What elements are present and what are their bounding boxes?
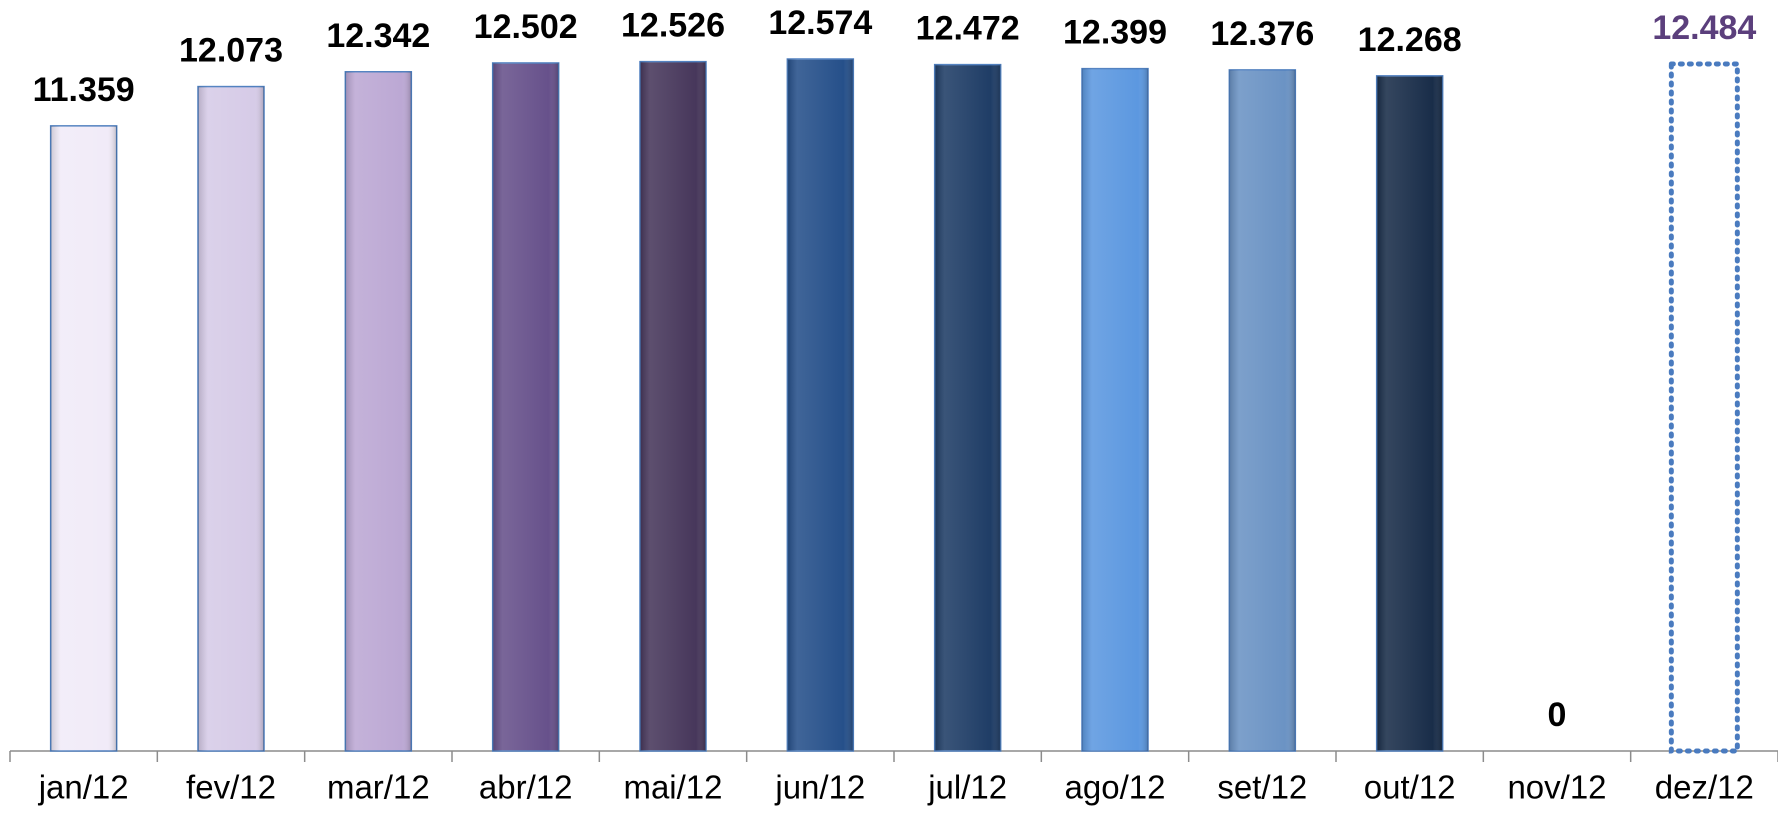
value-label: 12.574 bbox=[768, 4, 872, 42]
bar-shade bbox=[50, 125, 117, 751]
value-label: 12.526 bbox=[621, 7, 725, 45]
bar-shade bbox=[934, 64, 1001, 752]
bar bbox=[1668, 61, 1740, 754]
bar-shade bbox=[198, 86, 264, 751]
value-label: 0 bbox=[1548, 696, 1567, 734]
x-tick-label: jul/12 bbox=[927, 769, 1007, 806]
x-tick-label: jan/12 bbox=[38, 769, 129, 806]
x-tick-label: abr/12 bbox=[479, 769, 573, 806]
value-label: 12.399 bbox=[1063, 14, 1167, 52]
value-label: 12.073 bbox=[179, 32, 283, 70]
bar-shade bbox=[492, 62, 559, 751]
value-label: 12.268 bbox=[1358, 21, 1462, 59]
bar-shade bbox=[640, 61, 706, 751]
bar-shade bbox=[1376, 75, 1443, 752]
value-label: 12.502 bbox=[474, 8, 578, 46]
value-label: 11.359 bbox=[33, 71, 135, 109]
x-tick-label: jun/12 bbox=[774, 769, 865, 806]
bar-shade bbox=[345, 71, 412, 751]
value-label: 12.472 bbox=[916, 10, 1020, 48]
x-tick-label: nov/12 bbox=[1507, 769, 1606, 806]
x-tick-label: ago/12 bbox=[1065, 769, 1166, 806]
x-tick-label: fev/12 bbox=[186, 769, 276, 806]
x-tick-label: set/12 bbox=[1217, 769, 1307, 806]
value-label: 12.376 bbox=[1210, 15, 1314, 53]
x-tick-label: mai/12 bbox=[623, 769, 722, 806]
value-label: 12.342 bbox=[326, 17, 430, 55]
bar-shade bbox=[1229, 69, 1296, 751]
x-tick-label: out/12 bbox=[1364, 769, 1456, 806]
value-label: 12.484 bbox=[1652, 9, 1756, 47]
x-tick-label: mar/12 bbox=[327, 769, 430, 806]
x-tick-label: dez/12 bbox=[1655, 769, 1754, 806]
bar-shade bbox=[787, 59, 854, 751]
bar-shade bbox=[1082, 68, 1148, 751]
